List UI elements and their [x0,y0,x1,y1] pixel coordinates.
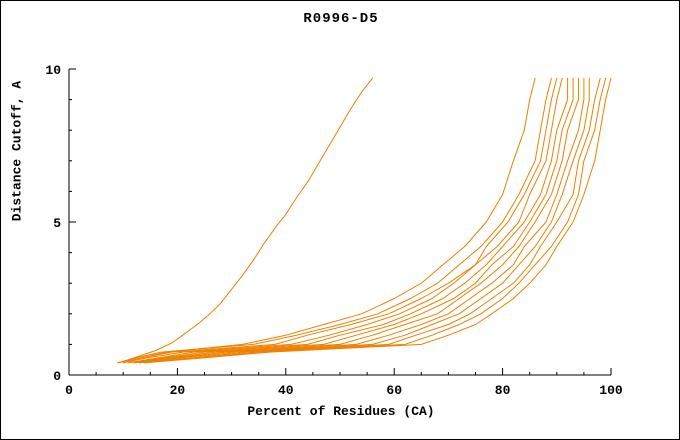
model-curve-13 [144,77,612,364]
model-curve-11 [139,77,601,364]
x-tick-label: 20 [170,383,186,398]
y-tick-label: 10 [45,63,61,78]
model-curve-3 [117,77,552,364]
x-tick-label: 80 [495,383,511,398]
model-curve-10 [139,77,590,364]
x-tick-label: 100 [599,383,623,398]
model-curve-9 [133,77,585,364]
x-axis-label: Percent of Residues (CA) [247,404,435,419]
y-tick-label: 5 [53,216,61,231]
x-tick-label: 0 [65,383,73,398]
x-tick-label: 40 [278,383,294,398]
model-curve-2 [117,77,536,364]
model-curve-8 [133,77,579,364]
x-tick-label: 60 [386,383,402,398]
model-curve-6 [128,77,569,364]
model-curve-1 [117,77,373,364]
model-curve-4 [122,77,558,364]
model-curve-5 [122,77,563,364]
model-curve-12 [144,77,607,364]
model-curve-7 [128,77,574,364]
y-tick-label: 0 [53,369,61,384]
chart-title: R0996-D5 [303,11,379,27]
y-axis-label: Distance Cutoff, A [9,80,25,222]
